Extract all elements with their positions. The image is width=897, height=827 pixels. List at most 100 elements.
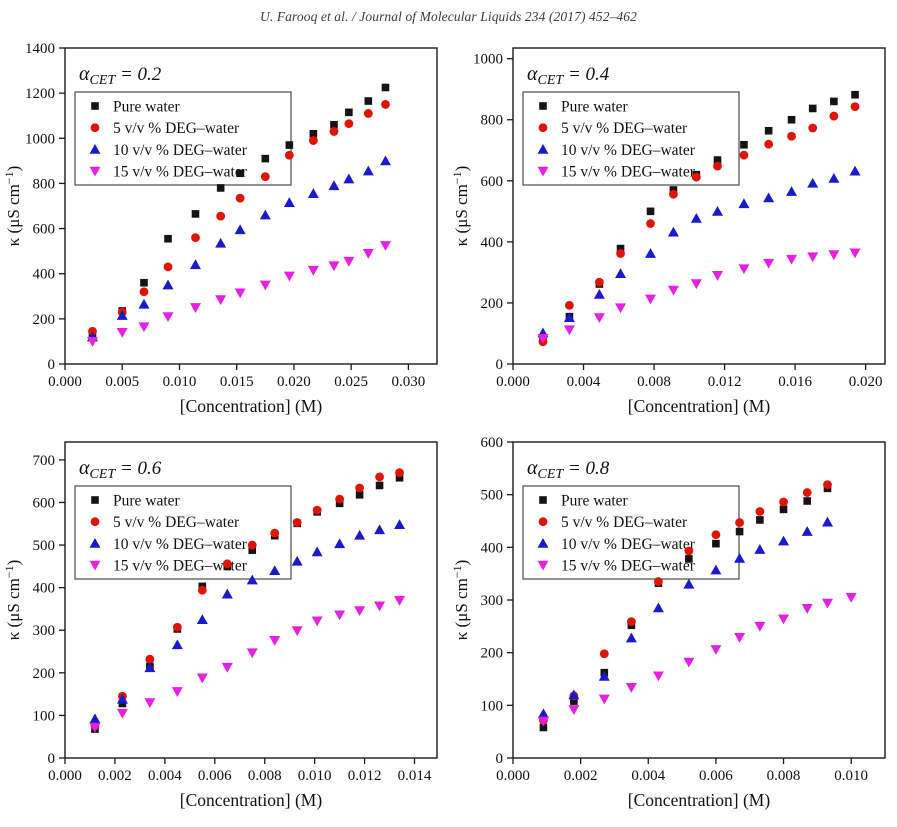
- data-point: [285, 141, 293, 149]
- data-point: [778, 497, 788, 507]
- x-axis-ticks: 0.000 0.002 0.004 0.006 0.008 0.010: [496, 758, 868, 784]
- data-point: [162, 312, 174, 322]
- data-point: [214, 237, 226, 248]
- scatter-plot-a: 0.000 0.005 0.010 0.015 0.020 0.025 0.030 0 200 4…: [2, 41, 438, 416]
- data-point: [739, 140, 748, 149]
- y-tick-label: 100: [32, 708, 55, 724]
- data-point: [763, 139, 773, 149]
- data-point: [214, 295, 226, 306]
- x-tick-label: 0.008: [637, 374, 671, 390]
- data-point: [739, 150, 748, 160]
- data-point: [667, 226, 679, 237]
- data-point: [354, 483, 364, 493]
- data-point: [342, 173, 354, 184]
- legend-square-icon: [90, 102, 99, 110]
- data-point: [307, 188, 319, 198]
- y-tick-label: 600: [32, 222, 55, 238]
- x-axis-label: [Concentration] (M): [627, 396, 770, 416]
- series-10-v-v-deg-water: [537, 516, 833, 719]
- data-point: [268, 565, 280, 576]
- data-point: [777, 614, 789, 625]
- data-point: [353, 606, 365, 617]
- data-point: [711, 271, 723, 281]
- y-tick-label: 600: [480, 174, 503, 190]
- data-point: [737, 198, 749, 209]
- x-tick-label: 0.000: [496, 374, 530, 390]
- y-tick-label: 1400: [25, 41, 55, 57]
- data-point: [536, 333, 548, 344]
- data-point: [827, 172, 839, 183]
- data-point: [802, 488, 812, 497]
- data-point: [235, 193, 245, 203]
- data-point: [599, 649, 609, 659]
- y-tick-label: 400: [480, 235, 503, 251]
- data-point: [564, 300, 574, 310]
- data-point: [261, 154, 269, 163]
- y-tick-label: 800: [32, 176, 55, 192]
- data-point: [753, 544, 765, 554]
- data-point: [395, 473, 403, 482]
- legend-label: 15 v/v % DEG–water: [113, 558, 248, 575]
- y-tick-label: 200: [32, 312, 55, 328]
- x-axis-ticks: 0.000 0.002 0.004 0.006 0.008 0.010 0.012 0.014: [48, 758, 431, 784]
- data-point: [344, 108, 353, 117]
- legend-label: 10 v/v % DEG–water: [113, 536, 248, 553]
- data-point: [644, 248, 656, 258]
- panel-d: 0.000 0.002 0.004 0.006 0.008 0.010 0 100 200 300…: [449, 428, 897, 822]
- legend-label: 15 v/v % DEG–water: [561, 164, 696, 181]
- data-point: [307, 265, 319, 276]
- data-point: [598, 670, 610, 681]
- y-axis-ticks: 0 100 200 300 400 500 600: [480, 435, 513, 767]
- x-tick-label: 0.030: [391, 374, 425, 390]
- data-point: [221, 588, 233, 599]
- data-point: [850, 90, 859, 99]
- data-point: [625, 683, 637, 693]
- data-point: [537, 716, 549, 727]
- y-axis-ticks: 0 100 200 300 400 500 600 700: [32, 453, 65, 767]
- data-point: [563, 312, 575, 322]
- x-tick-label: 0.010: [162, 374, 196, 390]
- y-tick-label: 1200: [25, 86, 55, 102]
- y-tick-label: 200: [480, 296, 503, 312]
- data-point: [802, 497, 811, 505]
- data-point: [221, 662, 233, 673]
- x-tick-label: 0.020: [848, 374, 882, 390]
- data-point: [189, 259, 201, 270]
- data-point: [190, 233, 200, 243]
- data-point: [363, 109, 373, 118]
- data-point: [222, 559, 232, 569]
- data-point: [567, 705, 579, 715]
- data-point: [291, 555, 303, 566]
- running-head: U. Farooq et al. / Journal of Molecular …: [260, 9, 637, 24]
- x-tick-label: 0.010: [297, 768, 331, 784]
- legend-label: Pure water: [561, 99, 629, 116]
- data-point: [333, 538, 345, 549]
- data-point: [291, 626, 303, 637]
- data-point: [259, 209, 271, 220]
- series-10-v-v-deg-water: [88, 519, 405, 724]
- data-point: [801, 604, 813, 614]
- x-tick-label: 0.015: [219, 374, 253, 390]
- y-axis-label: κ (μS cm−1): [450, 560, 471, 641]
- y-axis-ticks: 0 200 400 600 800 1000: [473, 52, 513, 373]
- data-point: [327, 261, 339, 272]
- data-point: [143, 662, 155, 673]
- data-point: [734, 518, 744, 527]
- data-point: [644, 294, 656, 305]
- legend: Pure water 5 v/v % DEG–water 10 v/v % DEG–…: [73, 91, 292, 186]
- series-10-v-v-deg-water: [536, 165, 861, 338]
- data-point: [196, 614, 208, 624]
- data-point: [690, 279, 702, 290]
- data-point: [787, 115, 795, 124]
- y-tick-label: 100: [480, 698, 503, 714]
- legend-label: 10 v/v % DEG–water: [561, 142, 696, 159]
- data-point: [364, 97, 372, 105]
- legend-square-icon: [538, 102, 547, 110]
- series-15-v-v-deg-water: [88, 596, 405, 733]
- data-point: [143, 698, 155, 709]
- alpha-annotation: αCET = 0.4: [527, 63, 610, 88]
- legend-circle-icon: [538, 123, 547, 133]
- y-axis-ticks: 0 200 400 600 800 1000 1200 1400: [25, 41, 65, 373]
- legend-label: 5 v/v % DEG–water: [561, 120, 688, 137]
- data-point: [394, 468, 404, 478]
